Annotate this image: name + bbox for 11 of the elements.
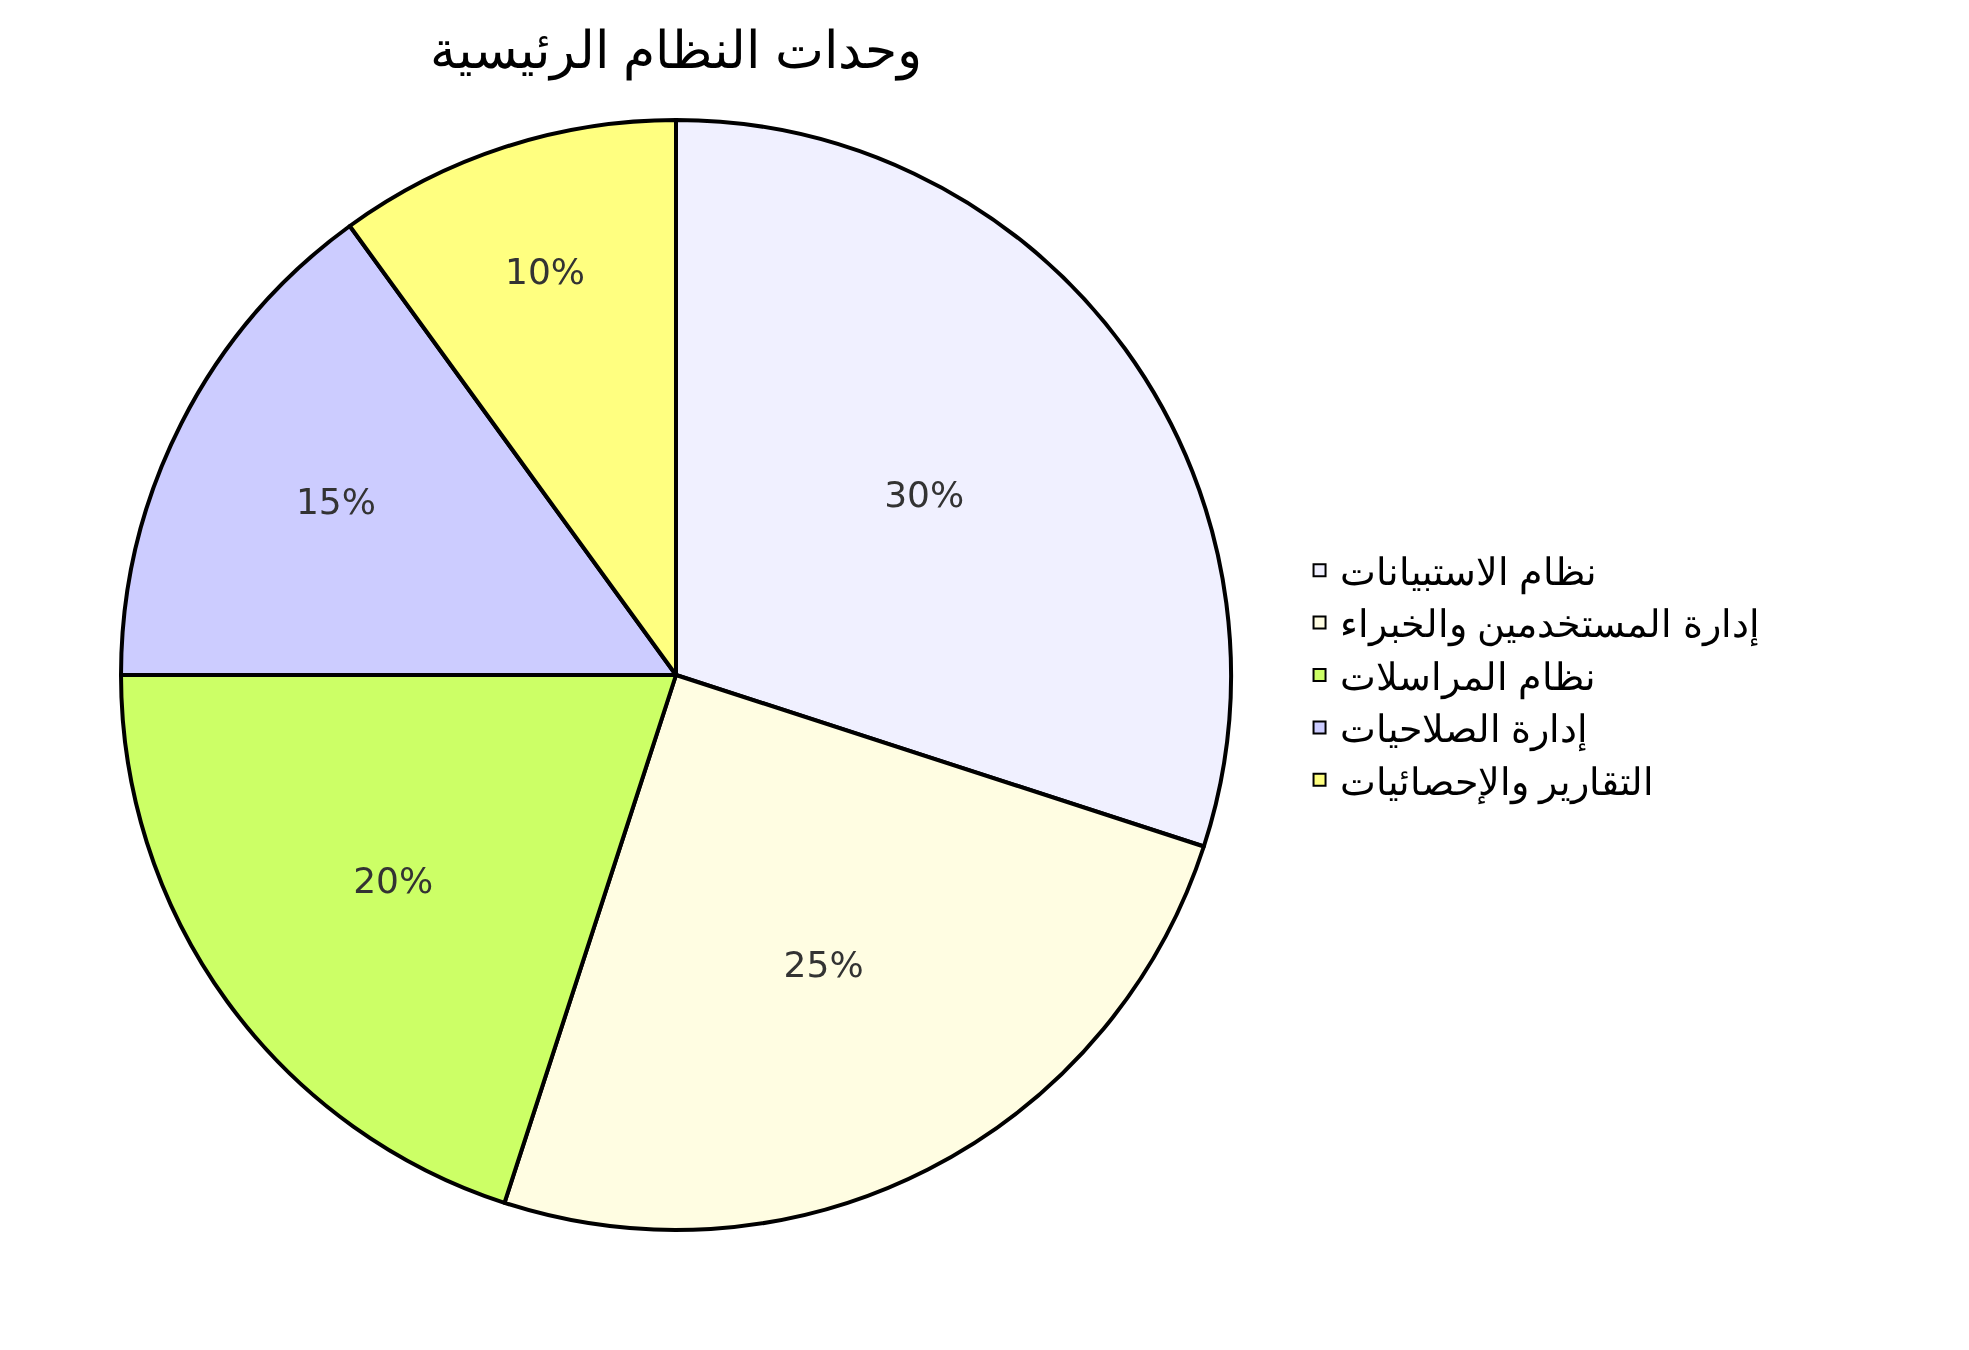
data-label: 20% — [353, 859, 434, 901]
data-label: 25% — [783, 944, 864, 986]
data-label: 30% — [884, 474, 965, 516]
chart-title: وحدات النظام الرئيسية — [430, 21, 922, 82]
data-label: 15% — [295, 481, 376, 523]
legend-label: إدارة المستخدمين والخبراء — [1339, 603, 1760, 648]
legend-label: التقارير والإحصائيات — [1339, 760, 1655, 805]
data-label: 10% — [504, 251, 585, 293]
legend-label: نظام المراسلات — [1339, 655, 1597, 700]
legend-label: إدارة الصلاحيات — [1339, 708, 1589, 753]
legend-label: نظام الاستبيانات — [1339, 551, 1598, 596]
